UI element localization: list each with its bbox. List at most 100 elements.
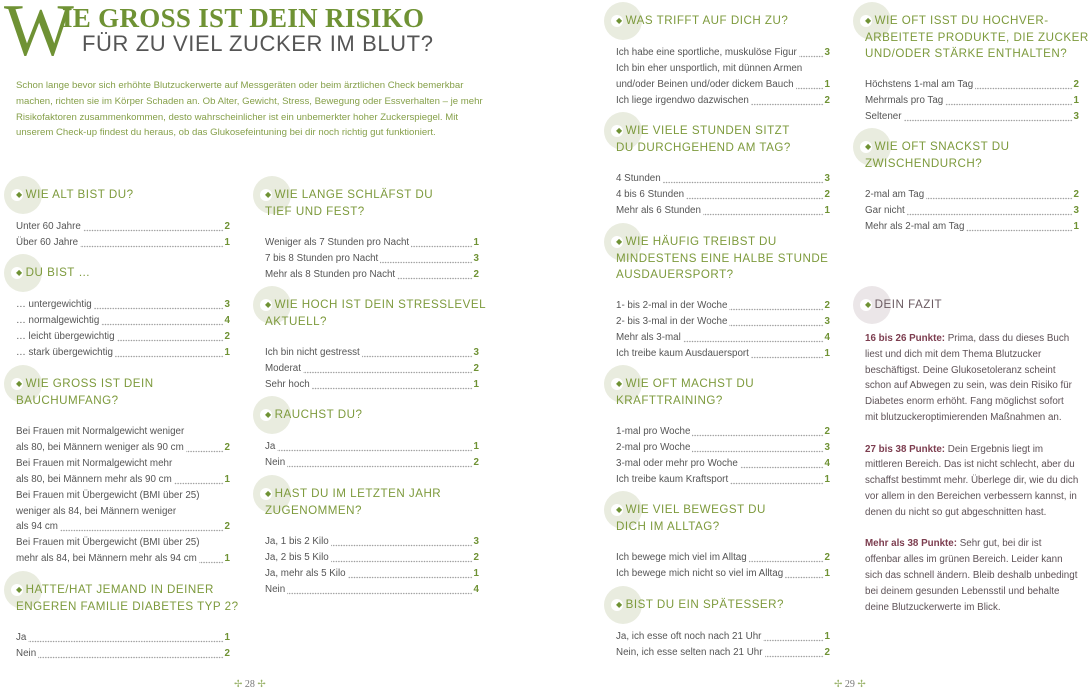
question-heading: ◆ WIE VIEL BEWEGST DU DICH IM ALLTAG? bbox=[616, 502, 830, 535]
answer-text: Bei Frauen mit Übergewicht (BMI über 25)… bbox=[16, 537, 200, 565]
answer-option: 7 bis 8 Stunden pro Nacht 3 bbox=[265, 250, 479, 267]
answer-text: 4 bis 6 Stunden bbox=[616, 188, 687, 200]
answer-points: 3 bbox=[823, 45, 830, 61]
decorative-circle-icon bbox=[604, 586, 642, 624]
answer-text: Nein, ich esse selten nach 21 Uhr bbox=[616, 646, 765, 658]
answer-points: 2 bbox=[223, 645, 230, 662]
answer-text: Ich bewege mich viel im Alltag bbox=[616, 552, 749, 563]
answer-points: 1 bbox=[823, 629, 830, 645]
answer-text: Nein bbox=[265, 456, 288, 468]
ornament-icon: ✢ bbox=[257, 679, 266, 690]
answer-list: Ja, ich esse oft noch nach 21 Uhr 1 Nein, … bbox=[616, 629, 830, 661]
answer-text: … leicht übergewichtig bbox=[16, 330, 117, 342]
answer-points: 2 bbox=[823, 644, 830, 661]
answer-text: Über 60 Jahre bbox=[16, 236, 81, 248]
answer-text: Ja, mehr als 5 Kilo bbox=[265, 567, 348, 579]
answer-option: Ich bin nicht gestresst 3 bbox=[265, 345, 479, 361]
answer-option: Ja 1 bbox=[16, 630, 230, 646]
answer-text: Ja bbox=[16, 632, 29, 643]
answer-option: 4 Stunden 3 bbox=[616, 171, 830, 187]
question-section: ◆ WIE ALT BIST DU? Unter 60 Jahre 2 Über 60 … bbox=[4, 176, 230, 251]
answer-text: Nein bbox=[16, 647, 39, 659]
fazit-heading-text: DEIN FAZIT bbox=[874, 298, 943, 311]
question-text: WIE GROSS IST DEIN BAUCHUMFANG? bbox=[16, 377, 154, 407]
answer-list: 2-mal am Tag 2 Gar nicht 3 Mehr als 2-mal am… bbox=[865, 187, 1079, 235]
answer-text: Weniger als 7 Stunden pro Nacht bbox=[265, 237, 412, 248]
answer-text: Moderat bbox=[265, 362, 303, 374]
answer-option: Mehrmals pro Tag 1 bbox=[865, 92, 1079, 109]
answer-points: 1 bbox=[823, 345, 830, 362]
question-heading: ◆ WIE OFT ISST DU HOCHVER- ARBEITETE PROD… bbox=[865, 13, 1088, 62]
answer-option: Ich bewege mich viel im Alltag 2 bbox=[616, 550, 830, 566]
answer-points: 2 bbox=[1072, 77, 1079, 93]
question-section: ◆ WIE VIELE STUNDEN SITZT DU DURCHGEHEND … bbox=[604, 112, 830, 219]
question-section: ◆ WIE OFT MACHST DU KRAFTTRAINING? 1-mal p… bbox=[604, 365, 830, 488]
answer-option: Ich treibe kaum Kraftsport 1 bbox=[616, 471, 830, 488]
diamond-icon: ◆ bbox=[616, 505, 623, 514]
answer-points: 2 bbox=[823, 298, 830, 314]
answer-option: 2-mal pro Woche 3 bbox=[616, 439, 830, 456]
answer-list: Ich bewege mich viel im Alltag 2 Ich beweg… bbox=[616, 550, 830, 582]
answer-points: 2 bbox=[472, 549, 479, 566]
answer-text: 2- bis 3-mal in der Woche bbox=[616, 315, 730, 327]
answer-option: 2-mal am Tag 2 bbox=[865, 187, 1079, 203]
question-text: HAST DU IM LETZTEN JAHR ZUGENOMMEN? bbox=[265, 487, 442, 517]
answer-option: Bei Frauen mit Übergewicht (BMI über 25)… bbox=[16, 535, 230, 568]
answer-text: Ich bin eher unsportlich, mit dünnen Arm… bbox=[616, 62, 803, 90]
question-section: ◆ WIE HOCH IST DEIN STRESSLEVEL AKTUELL? I… bbox=[253, 286, 486, 393]
answer-points: 3 bbox=[1072, 108, 1079, 125]
question-heading: ◆ WIE OFT SNACKST DU ZWISCHENDURCH? bbox=[865, 139, 1079, 172]
question-text: BIST DU EIN SPÄTESSER? bbox=[625, 598, 784, 611]
answer-option: Bei Frauen mit Normalgewicht mehr als 80… bbox=[16, 455, 230, 488]
answer-points: 1 bbox=[1072, 218, 1079, 235]
fazit-heading: ◆ DEIN FAZIT bbox=[865, 297, 1079, 314]
answer-option: Gar nicht 3 bbox=[865, 202, 1079, 219]
answer-points: 1 bbox=[472, 439, 479, 455]
answer-text: Sehr hoch bbox=[265, 378, 312, 390]
question-heading: ◆ WIE VIELE STUNDEN SITZT DU DURCHGEHEND … bbox=[616, 123, 830, 156]
diamond-icon: ◆ bbox=[865, 142, 872, 151]
question-text: WIE OFT MACHST DU KRAFTTRAINING? bbox=[616, 377, 755, 407]
question-text: DU BIST … bbox=[25, 266, 91, 279]
answer-list: Ja 1 Nein 2 bbox=[265, 439, 479, 471]
answer-option: Unter 60 Jahre 2 bbox=[16, 219, 230, 235]
answer-option: Höchstens 1-mal am Tag 2 bbox=[865, 77, 1079, 93]
diamond-icon: ◆ bbox=[616, 237, 623, 246]
question-section: ◆ WIE VIEL BEWEGST DU DICH IM ALLTAG? Ich … bbox=[604, 491, 830, 582]
answer-points: 2 bbox=[823, 424, 830, 440]
question-text: WIE ALT BIST DU? bbox=[25, 188, 134, 201]
page-number: 29 bbox=[844, 679, 855, 690]
diamond-icon: ◆ bbox=[616, 379, 623, 388]
diamond-icon: ◆ bbox=[616, 600, 623, 609]
answer-option: Mehr als 3-mal 4 bbox=[616, 329, 830, 346]
answer-points: 1 bbox=[823, 76, 830, 93]
answer-text: 7 bis 8 Stunden pro Nacht bbox=[265, 252, 381, 264]
decorative-circle-icon bbox=[253, 176, 291, 214]
decorative-circle-icon bbox=[853, 286, 891, 324]
intro-text: Schon lange bevor sich erhöhte Blutzucke… bbox=[16, 80, 483, 139]
answer-points: 3 bbox=[823, 171, 830, 187]
answer-list: Bei Frauen mit Normalgewicht weniger als… bbox=[16, 424, 230, 568]
answer-points: 3 bbox=[472, 345, 479, 361]
answer-text: Mehr als 2-mal am Tag bbox=[865, 220, 967, 232]
answer-text: Ja, 2 bis 5 Kilo bbox=[265, 551, 331, 563]
answer-option: Moderat 2 bbox=[265, 360, 479, 377]
answer-points: 2 bbox=[823, 186, 830, 203]
answer-option: Über 60 Jahre 1 bbox=[16, 234, 230, 251]
answer-points: 1 bbox=[472, 565, 479, 582]
answer-points: 1 bbox=[223, 234, 230, 251]
ornament-icon: ✢ bbox=[857, 679, 866, 690]
answer-text: Ich treibe kaum Kraftsport bbox=[616, 473, 731, 485]
answer-option: Ja, 2 bis 5 Kilo 2 bbox=[265, 549, 479, 566]
question-heading: ◆ WIE HOCH IST DEIN STRESSLEVEL AKTUELL? bbox=[265, 297, 486, 330]
ornament-icon: ✢ bbox=[834, 679, 843, 690]
page-number-left: ✢ 28 ✢ bbox=[234, 679, 266, 690]
question-heading: ◆ RAUCHST DU? bbox=[265, 407, 479, 424]
answer-points: 1 bbox=[223, 344, 230, 361]
question-heading: ◆ WIE GROSS IST DEIN BAUCHUMFANG? bbox=[16, 376, 230, 409]
question-text: WIE OFT SNACKST DU ZWISCHENDURCH? bbox=[865, 140, 1010, 170]
answer-points: 3 bbox=[823, 439, 830, 456]
answer-list: Ja 1 Nein 2 bbox=[16, 630, 230, 662]
answer-points: 1 bbox=[1072, 92, 1079, 109]
decorative-circle-icon bbox=[604, 223, 642, 261]
